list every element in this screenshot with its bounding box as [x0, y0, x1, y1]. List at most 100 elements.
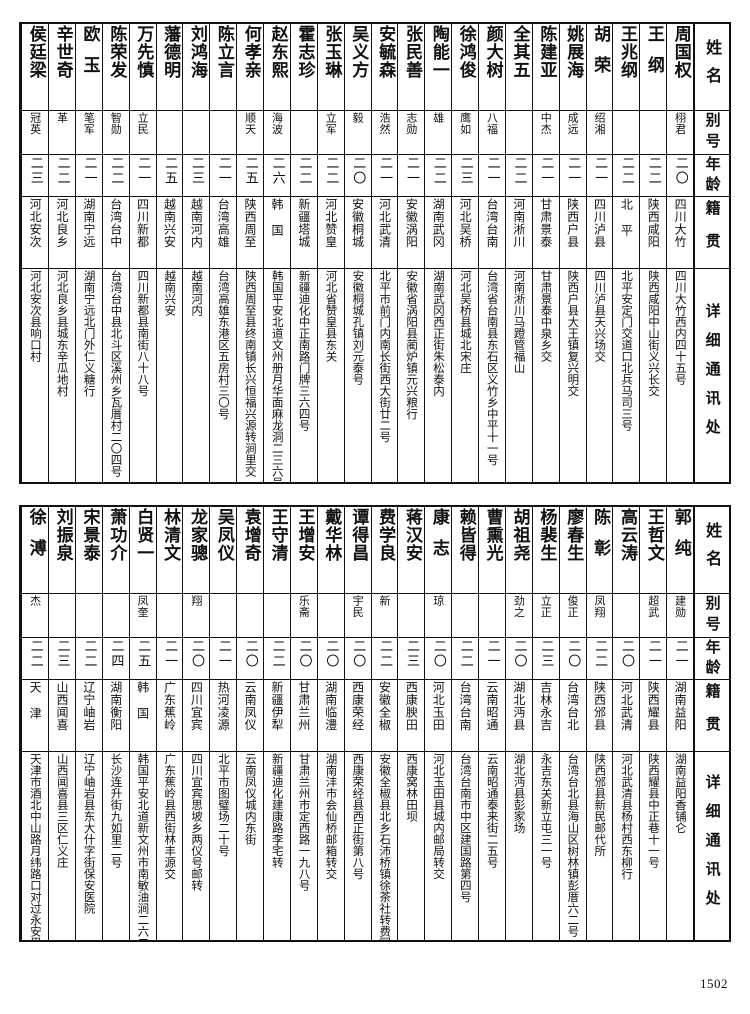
value-origin: 湖南宁远 [81, 198, 96, 248]
cell-alias: 超武 [640, 593, 667, 637]
cell-age: 二〇 [559, 637, 586, 679]
cell-alias [102, 593, 129, 637]
cell-age: 二〇 [344, 154, 371, 196]
roster-entry-column: 陈彰 凤翔 二二 陕西邠县 陕西邠县新民邮代所 [585, 507, 613, 940]
cell-name: 胡祖尧 [506, 507, 532, 593]
value-address: 安徽省涡阳县蔺炉镇元兴粮行 [405, 270, 420, 420]
cell-name: 萧功介 [103, 507, 129, 593]
value-name: 藩德明 [160, 25, 181, 79]
roster-entry-column: 吴义方毅二〇 安徽桐城 安徽桐城孔镇刘元泰号 [343, 24, 371, 482]
cell-address: 湖南益阳香铺仑 [667, 751, 693, 940]
cell-address: 安徽桐城孔镇刘元泰号 [344, 268, 371, 482]
value-name: 张民善 [401, 25, 422, 79]
page-number: 1502 [700, 976, 728, 991]
value-alias: 凤奎 [136, 595, 150, 618]
cell-origin: 河北武清 [613, 679, 640, 751]
value-address: 甘肃景泰中泉乡交 [539, 270, 554, 362]
roster-entry-column: 谭得昌 宇民 二〇 西康荣经 西康荣经县西正街第八号 [343, 507, 371, 940]
value-name: 欧玉 [79, 25, 100, 87]
value-alias: 毅 [351, 112, 365, 123]
cell-age: 二一 [479, 637, 505, 679]
cell-origin: 陕西周至 [237, 196, 263, 268]
value-name: 康志 [428, 508, 449, 570]
cell-name: 白贤一 [130, 507, 156, 593]
cell-origin: 韩国 [129, 679, 156, 751]
roster-entry-column: 袁增奇 二〇 云南凤仪 云南凤仪城内东街 [236, 507, 263, 940]
cell-name: 宋景泰 [76, 507, 102, 593]
cell-origin: 湖南衡阳 [102, 679, 129, 751]
value-address: 云南昭通泰来街二五号 [485, 753, 500, 868]
value-alias: 鹰如 [458, 112, 472, 135]
value-alias: 劲之 [512, 595, 526, 618]
value-address: 新疆迪化建康路李宅转 [270, 753, 285, 868]
header-label-alias: 别号 [703, 594, 722, 637]
value-age: 二三 [27, 156, 43, 186]
cell-name: 欧玉 [76, 24, 102, 110]
value-age: 二〇 [350, 639, 366, 669]
value-origin: 热河凌源 [216, 681, 231, 731]
value-alias: 翔 [189, 595, 203, 606]
value-name: 王兆纲 [616, 25, 637, 79]
value-origin: 湖南益阳 [673, 681, 688, 731]
value-age: 二一 [672, 639, 688, 669]
value-age: 二〇 [672, 156, 688, 186]
value-address: 湖南沣市会仙桥邮箱转交 [324, 753, 339, 880]
roster-entry-column: 霍志珍 二二 新疆塔城 新疆迪化中正南路门牌三六四号 [289, 24, 317, 482]
value-age: 二二 [457, 639, 473, 669]
cell-alias: 笔军 [75, 110, 102, 154]
value-age: 二四 [108, 639, 124, 669]
cell-address: 湖南宁远北门外仁义糖行 [75, 268, 102, 482]
value-name: 谭得昌 [348, 508, 369, 562]
cell-address: 西康荣经县西正街第八号 [344, 751, 371, 940]
cell-age: 二三 [49, 637, 75, 679]
cell-origin: 天津 [22, 679, 48, 751]
cell-origin: 四川泸县 [586, 196, 613, 268]
header-cell-age: 年龄 [695, 637, 729, 679]
cell-address: 韩国平安北道新文州市南敏油涧二六二号 [129, 751, 156, 940]
cell-age: 二一 [640, 637, 667, 679]
cell-name: 张民善 [398, 24, 424, 110]
cell-age: 二〇 [425, 637, 452, 679]
value-alias: 中杰 [539, 112, 553, 135]
cell-name: 杨裴生 [533, 507, 559, 593]
value-name: 陈建亚 [536, 25, 557, 79]
cell-origin: 河南淅川 [505, 196, 532, 268]
value-origin: 河北良乡 [55, 198, 70, 248]
cell-age: 二二 [452, 637, 478, 679]
value-address: 韩国平安北道文州册月华面麻龙洞二三六号 [270, 270, 285, 482]
value-alias: 乐斋 [297, 595, 311, 618]
cell-name: 赖皆得 [452, 507, 478, 593]
header-label-name: 姓名 [703, 39, 723, 95]
cell-name: 吴凤仪 [210, 507, 236, 593]
value-age: 二三 [54, 639, 70, 669]
cell-address: 陕西咸阳中山街义兴长交 [640, 268, 667, 482]
cell-address: 湖南沣市会仙桥邮箱转交 [317, 751, 344, 940]
value-alias: 顺天 [243, 112, 257, 135]
cell-address: 河北良乡县城东辛瓜地村 [49, 268, 75, 482]
roster-grid-2: 姓名 别号 年龄 籍贯 详细通讯处 郭纯 建勋 二一 湖南益阳 湖南益阳香铺仑 王哲文 超武 二一 陕西耀… [21, 507, 729, 940]
cell-name: 王增安 [291, 507, 317, 593]
cell-alias [317, 593, 344, 637]
roster-entry-column: 何孝亲 顺天 二五 陕西周至 陕西周至县终南镇长兴恒福兴源转涧里交 [236, 24, 263, 482]
cell-origin: 陕西邠县 [586, 679, 613, 751]
value-age: 二二 [81, 639, 97, 669]
cell-address: 台湾台中县北斗区溪州乡瓦厝村二〇四号 [102, 268, 129, 482]
cell-origin: 甘肃兰州 [290, 679, 317, 751]
cell-address: 台湾省台南县东石区义竹乡中平十一号 [479, 268, 505, 482]
roster-entry-column: 陈建亚 中杰 二一 甘肃景泰 甘肃景泰中泉乡交 [531, 24, 559, 482]
value-origin: 山西闻喜 [55, 681, 70, 731]
value-name: 曹熏光 [482, 508, 503, 562]
cell-name: 王纲 [640, 24, 666, 110]
value-name: 全其五 [509, 25, 530, 79]
cell-age: 二二 [371, 637, 398, 679]
value-origin: 吉林永吉 [538, 681, 553, 731]
cell-alias [640, 110, 667, 154]
value-address: 越南河内 [190, 270, 205, 316]
cell-age: 二一 [532, 154, 559, 196]
value-name: 王守清 [267, 508, 288, 562]
value-address: 西康荣经县西正街第八号 [351, 753, 366, 880]
value-origin: 甘肃兰州 [296, 681, 311, 731]
cell-alias [210, 593, 237, 637]
value-name: 陈立言 [213, 25, 234, 79]
cell-alias: 成远 [559, 110, 586, 154]
